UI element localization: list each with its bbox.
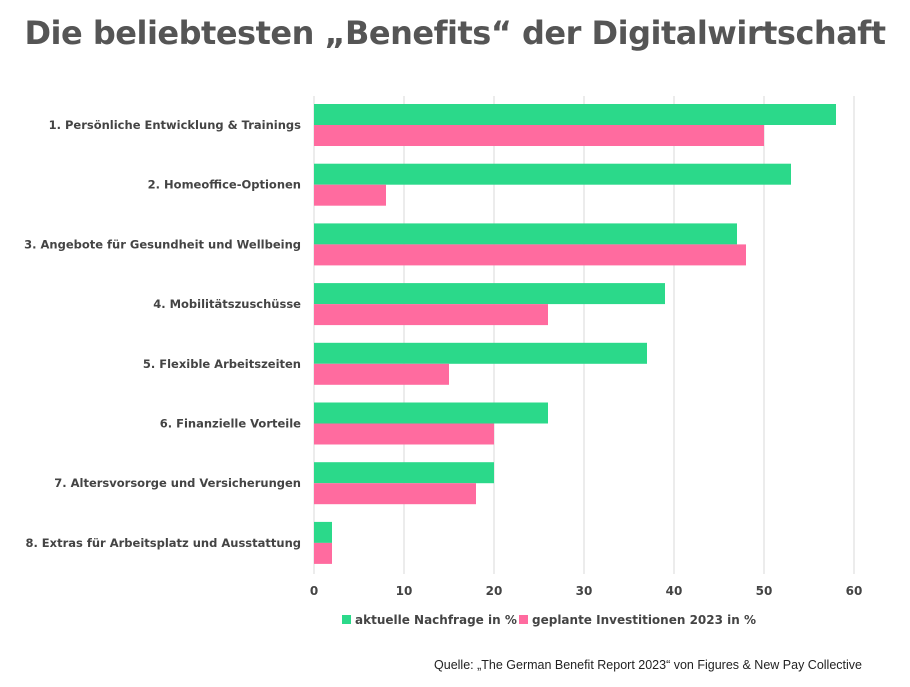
- category-label: 1. Persönliche Entwicklung & Trainings: [49, 118, 302, 132]
- bar-aktuelle-nachfrage: [314, 521, 332, 543]
- x-tick-label: 30: [576, 584, 593, 598]
- bar-aktuelle-nachfrage: [314, 462, 494, 484]
- bar-geplante-investitionen: [314, 184, 386, 206]
- x-tick-label: 0: [310, 584, 318, 598]
- bar-aktuelle-nachfrage: [314, 223, 737, 245]
- legend-swatch: [342, 615, 351, 624]
- bar-geplante-investitionen: [314, 304, 548, 326]
- x-tick-label: 20: [486, 584, 503, 598]
- bar-geplante-investitionen: [314, 423, 494, 445]
- category-label: 7. Altersvorsorge und Versicherungen: [54, 476, 301, 490]
- legend-label: aktuelle Nachfrage in %: [355, 613, 517, 627]
- category-label: 6. Finanzielle Vorteile: [160, 417, 301, 431]
- category-label: 4. Mobilitätszuschüsse: [153, 297, 301, 311]
- bar-geplante-investitionen: [314, 125, 764, 146]
- category-label: 5. Flexible Arbeitszeiten: [143, 357, 301, 371]
- bar-aktuelle-nachfrage: [314, 104, 836, 125]
- legend-swatch: [519, 615, 528, 624]
- bar-aktuelle-nachfrage: [314, 283, 665, 305]
- bar-geplante-investitionen: [314, 244, 746, 266]
- bar-geplante-investitionen: [314, 542, 332, 564]
- category-label: 3. Angebote für Gesundheit und Wellbeing: [24, 237, 301, 251]
- x-tick-label: 10: [396, 584, 413, 598]
- category-label: 2. Homeoffice-Optionen: [148, 178, 301, 192]
- category-labels: 1. Persönliche Entwicklung & Trainings 2.…: [24, 118, 301, 550]
- bar-aktuelle-nachfrage: [314, 163, 791, 185]
- bar-geplante-investitionen: [314, 483, 476, 505]
- source-note: Quelle: „The German Benefit Report 2023“…: [434, 658, 862, 672]
- legend: aktuelle Nachfrage in % geplante Investit…: [342, 613, 756, 627]
- category-label: 8. Extras für Arbeitsplatz und Ausstattu…: [25, 536, 301, 550]
- chart-title: Die beliebtesten „Benefits“ der Digitalw…: [24, 14, 886, 52]
- x-tick-label: 60: [846, 584, 863, 598]
- x-axis-ticks: 0 10 20 30 40 50 60: [310, 584, 863, 598]
- x-tick-label: 50: [756, 584, 773, 598]
- bar-aktuelle-nachfrage: [314, 402, 548, 424]
- x-tick-label: 40: [666, 584, 683, 598]
- bar-aktuelle-nachfrage: [314, 342, 647, 364]
- bar-geplante-investitionen: [314, 363, 449, 385]
- bars: [314, 104, 836, 564]
- legend-label: geplante Investitionen 2023 in %: [532, 613, 756, 627]
